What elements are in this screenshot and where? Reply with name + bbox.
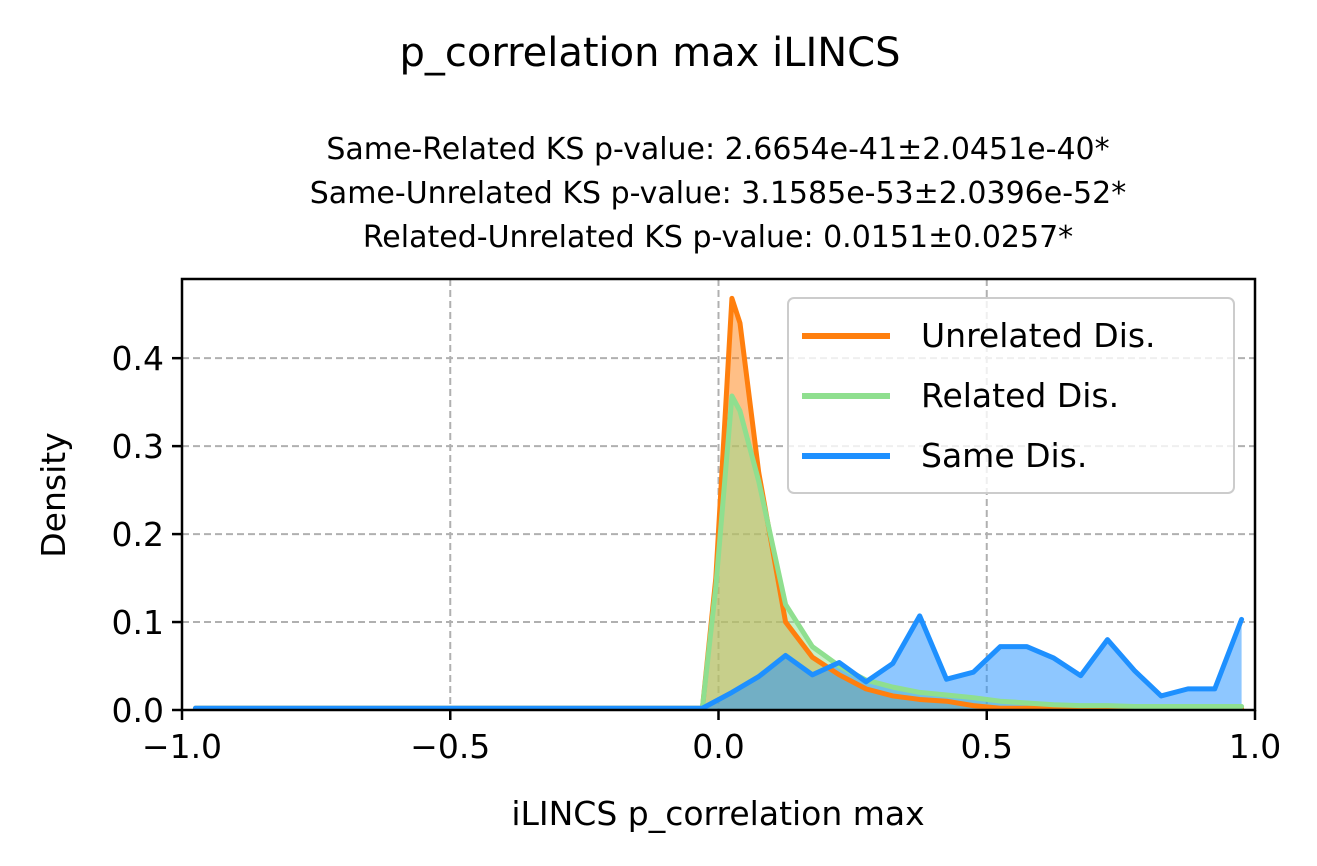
ks-subtitle-line-3: Related-Unrelated KS p-value: 0.0151±0.0… [363,220,1073,255]
series-line-2 [192,613,1245,711]
legend-label-same: Same Dis. [921,436,1087,475]
legend-label-related: Related Dis. [921,376,1119,415]
y-tick-label: 0.0 [112,691,164,730]
legend: Unrelated Dis. Related Dis. Same Dis. [787,297,1235,494]
series-fill-2 [195,615,1242,710]
y-tick-label: 0.2 [112,515,164,554]
ks-subtitle-line-1: Same-Related KS p-value: 2.6654e-41±2.04… [326,132,1109,167]
y-tick-label: 0.1 [112,603,164,642]
density-series [192,295,1245,711]
ks-subtitle-line-2: Same-Unrelated KS p-value: 3.1585e-53±2.… [310,176,1126,211]
x-tick-label: 0.0 [692,727,744,766]
legend-label-unrelated: Unrelated Dis. [921,316,1156,355]
y-tick-label: 0.4 [112,339,164,378]
x-axis-label: iLINCS p_correlation max [511,794,924,833]
legend-box [787,297,1235,494]
x-tick-label: −1.0 [142,727,222,766]
axis-ticks: −1.0 −0.5 0.0 0.5 1.0 0.0 0.1 0.2 0.3 0.4 [112,339,1282,766]
y-axis-label: Density [34,432,73,557]
x-tick-label: 1.0 [1229,727,1281,766]
x-tick-label: −0.5 [410,727,490,766]
y-tick-label: 0.3 [112,427,164,466]
figure-suptitle: p_correlation max iLINCS [399,30,900,76]
series-line-1 [192,393,1245,711]
x-tick-label: 0.5 [961,727,1013,766]
series-fill-1 [195,395,1242,710]
